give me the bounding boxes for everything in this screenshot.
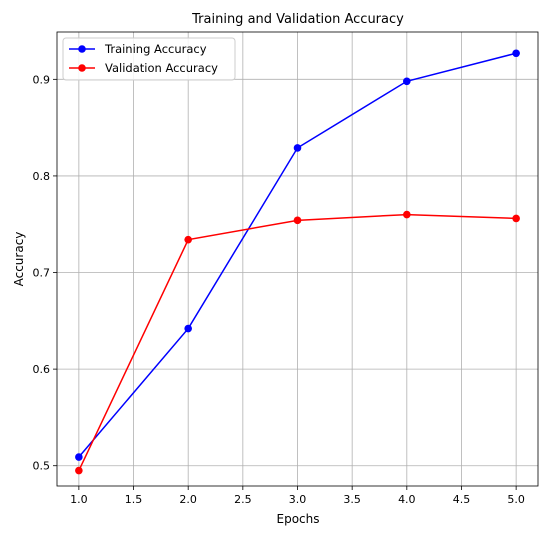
legend: Training Accuracy Validation Accuracy (62, 37, 236, 81)
chart-title: Training and Validation Accuracy (191, 12, 404, 27)
x-tick-label: 3.0 (289, 493, 307, 506)
x-tick-label: 5.0 (507, 493, 525, 506)
validation-accuracy-legend-marker (78, 64, 86, 72)
y-tick-label: 0.6 (33, 363, 51, 376)
x-tick-label: 2.0 (179, 493, 197, 506)
validation-accuracy-point (293, 216, 302, 225)
validation-accuracy-point (403, 210, 411, 219)
validation-accuracy-point (512, 214, 520, 223)
validation-accuracy-point (184, 235, 192, 244)
training-accuracy-point (403, 77, 411, 86)
x-tick-label: 4.5 (453, 493, 471, 506)
axes: 1.0 1.5 2.0 2.5 3.0 3.5 4.0 4.5 5.0 0.5 0.6 0.7 0.8 0… (33, 31, 539, 506)
series (75, 49, 520, 475)
grid (57, 32, 538, 486)
y-tick-label: 0.9 (33, 73, 51, 86)
validation-accuracy-legend-label: Validation Accuracy (105, 61, 218, 75)
y-tick-label: 0.5 (33, 460, 51, 473)
training-accuracy-legend-marker (78, 45, 86, 53)
x-tick-label: 2.5 (234, 493, 252, 506)
x-tick-label: 1.5 (125, 493, 143, 506)
y-tick-label: 0.8 (33, 170, 51, 183)
training-accuracy-point (184, 324, 192, 333)
training-accuracy-point (512, 49, 520, 58)
x-axis-label: Epochs (277, 512, 320, 526)
training-accuracy-legend-label: Training Accuracy (104, 42, 207, 56)
x-tick-label: 3.5 (343, 493, 361, 506)
y-axis-label: Accuracy (12, 232, 26, 287)
x-tick-label: 1.0 (70, 493, 88, 506)
x-tick-label: 4.0 (398, 493, 416, 506)
training-accuracy-point (75, 453, 83, 461)
validation-accuracy-point (75, 466, 83, 475)
y-tick-label: 0.7 (33, 267, 51, 280)
legend-box (62, 37, 236, 81)
training-accuracy-point (293, 144, 302, 152)
